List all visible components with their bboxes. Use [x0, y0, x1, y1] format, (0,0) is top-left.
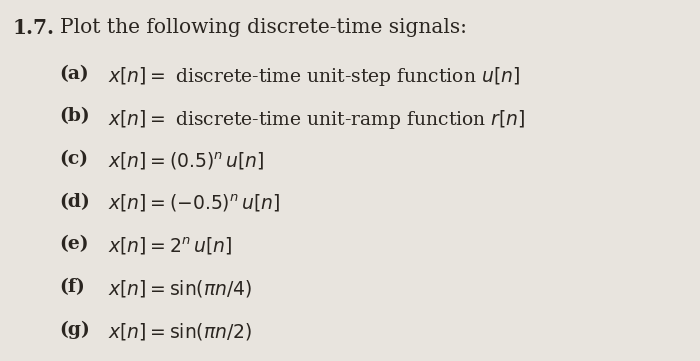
Text: (e): (e): [60, 235, 89, 253]
Text: $x[n] = \sin(\pi n/2)$: $x[n] = \sin(\pi n/2)$: [108, 321, 252, 342]
Text: (g): (g): [60, 321, 90, 339]
Text: (f): (f): [60, 278, 85, 296]
Text: $x[n] = (0.5)^n\, u[n]$: $x[n] = (0.5)^n\, u[n]$: [108, 150, 265, 171]
Text: $x[n] = \sin(\pi n/4)$: $x[n] = \sin(\pi n/4)$: [108, 278, 253, 299]
Text: (c): (c): [60, 150, 88, 168]
Text: 1.7.: 1.7.: [13, 18, 55, 38]
Text: (d): (d): [60, 193, 90, 211]
Text: Plot the following discrete-time signals:: Plot the following discrete-time signals…: [60, 18, 467, 37]
Text: (a): (a): [60, 65, 89, 83]
Text: $x[n] = (-0.5)^n\, u[n]$: $x[n] = (-0.5)^n\, u[n]$: [108, 193, 281, 214]
Text: $x[n] = $ discrete-time unit-step function $u[n]$: $x[n] = $ discrete-time unit-step functi…: [108, 65, 521, 88]
Text: (b): (b): [60, 108, 90, 126]
Text: $x[n] = 2^n\, u[n]$: $x[n] = 2^n\, u[n]$: [108, 235, 232, 257]
Text: $x[n] = $ discrete-time unit-ramp function $r[n]$: $x[n] = $ discrete-time unit-ramp functi…: [108, 108, 526, 131]
